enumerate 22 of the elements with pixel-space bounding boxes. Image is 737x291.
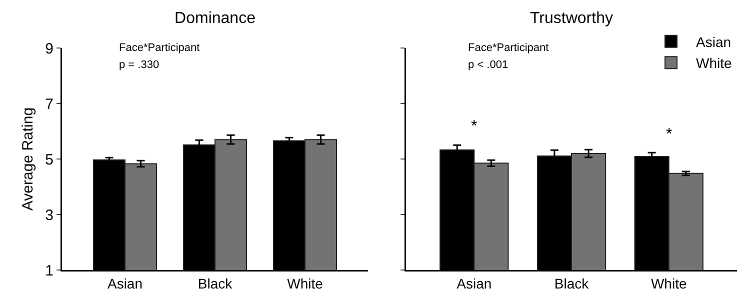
x-tick-label: White [287,275,324,291]
y-tick-label: 7 [45,96,54,113]
annotation: p < .001 [468,59,508,71]
y-tick-label: 1 [45,262,54,280]
x-tick-label: Asian [456,275,492,291]
legend-label: White [696,55,732,72]
x-tick-label: Asian [107,275,143,291]
y-axis-title: Average Rating [20,107,37,211]
annotation: p = .330 [119,59,160,71]
x-tick-label: Black [198,275,234,291]
y-tick-label: 9 [45,40,54,58]
annotation: Face*Participant [468,42,549,54]
x-tick-label: Black [554,275,590,291]
x-tick-label: White [650,275,687,291]
y-tick-label: 5 [45,151,54,168]
annotation: * [666,126,672,143]
annotation: * [471,118,478,135]
annotation: Face*Participant [119,42,200,54]
legend-label: Asian [696,34,732,50]
chart-title: Trustworthy [530,10,613,27]
y-tick-label: 3 [45,206,54,224]
chart-title: Dominance [174,10,256,27]
